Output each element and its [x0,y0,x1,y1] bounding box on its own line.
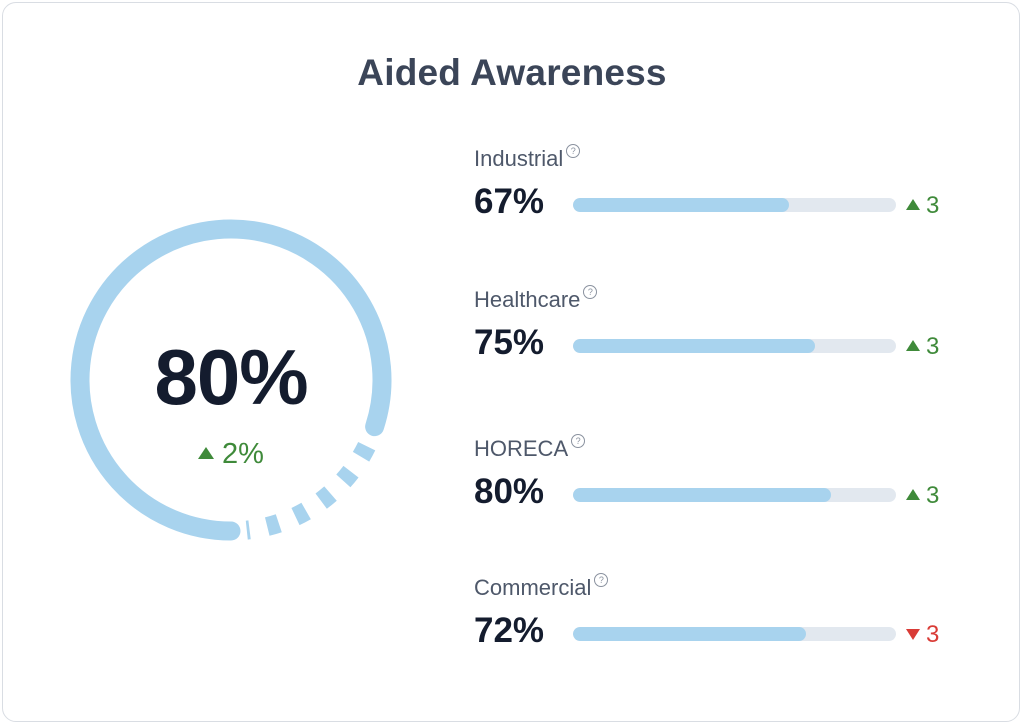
card-title: Aided Awareness [357,52,667,93]
segment-delta: 3 [906,192,939,220]
overall-value: 80% [154,333,308,421]
overall-delta: 2% [70,438,392,471]
segment-delta-value: 3 [926,482,940,509]
segment-row-commercial: Commercial? 72% 3 [474,573,974,663]
triangle-up-icon [906,489,920,500]
gauge-filled-arc [70,219,392,541]
segment-label: Healthcare [474,287,581,312]
segment-bar-fill [573,627,806,641]
help-circle-icon[interactable]: ? [566,144,581,158]
help-circle-icon[interactable]: ? [571,434,586,448]
segment-delta-value: 3 [926,621,940,648]
segment-bar-fill [573,339,816,353]
segment-bar-fill [573,198,790,212]
segment-label: HORECA [474,436,569,461]
segment-delta-value: 3 [926,333,940,360]
gauge-ring [70,219,392,541]
segment-value: 80% [474,472,545,511]
triangle-down-icon [906,629,920,640]
segment-row-healthcare: Healthcare? 75% 3 [474,285,974,375]
overall-delta-value: 2% [222,438,264,470]
segment-bar-track [573,339,896,353]
segment-value: 67% [474,182,545,221]
help-circle-icon[interactable]: ? [583,285,598,299]
segment-label: Commercial [474,575,592,600]
triangle-up-icon [906,199,920,210]
triangle-up-icon [906,340,920,351]
segment-value: 75% [474,323,545,362]
overall-gauge: 80% 2% [70,212,392,550]
segment-label: Industrial [474,146,564,171]
segment-bar-track [573,198,896,212]
segment-delta: 3 [906,333,939,361]
segment-delta: 3 [906,621,939,649]
segment-delta: 3 [906,482,939,510]
segment-delta-value: 3 [926,192,940,219]
segment-bar-track [573,488,896,502]
segment-value: 72% [474,611,545,650]
segment-row-industrial: Industrial? 67% 3 [474,144,974,234]
help-circle-icon[interactable]: ? [594,573,609,587]
segment-bar-track [573,627,896,641]
triangle-up-icon [198,447,215,459]
segment-bar-fill [573,488,832,502]
segment-row-horeca: HORECA? 80% 3 [474,434,974,524]
